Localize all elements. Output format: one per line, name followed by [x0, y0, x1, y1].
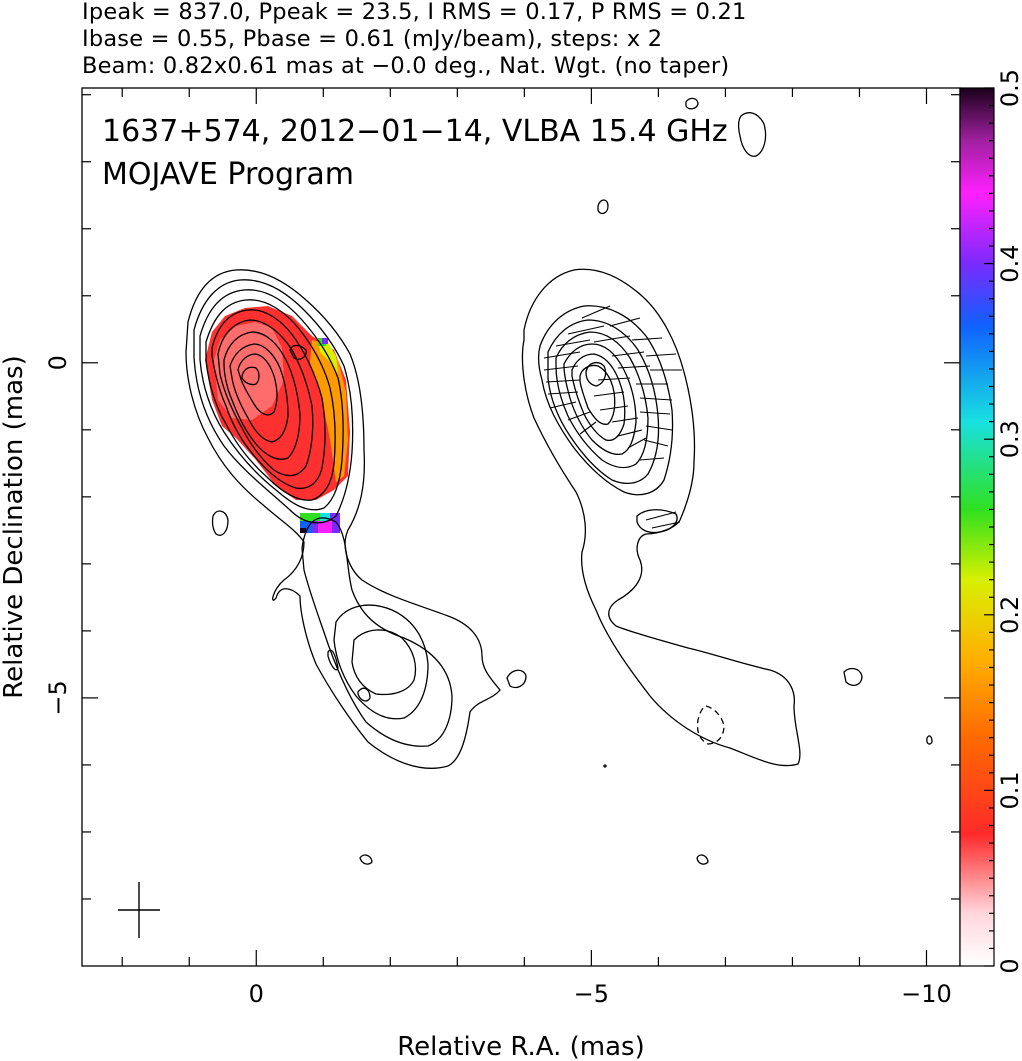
- plot-subtitle: MOJAVE Program: [102, 157, 354, 192]
- colorbar-tick-label: 0: [996, 958, 1022, 973]
- header-line-2: Ibase = 0.55, Pbase = 0.61 (mJy/beam), s…: [82, 26, 663, 52]
- y-tick-label: 0: [44, 355, 72, 370]
- x-tick-label: −5: [574, 980, 609, 1008]
- colorbar-tick-label: 0.4: [996, 245, 1022, 283]
- colorbar: [959, 87, 995, 967]
- y-axis-label: Relative Declination (mas): [0, 355, 29, 698]
- colorbar-tick-label: 0.1: [996, 771, 1022, 809]
- x-axis-label: Relative R.A. (mas): [397, 1032, 644, 1061]
- header-line-1: Ipeak = 837.0, Ppeak = 23.5, I RMS = 0.1…: [82, 0, 747, 25]
- plot-title: 1637+574, 2012−01−14, VLBA 15.4 GHz: [102, 114, 728, 149]
- colorbar-tick-label: 0.3: [996, 420, 1022, 458]
- x-tick-label: 0: [249, 980, 264, 1008]
- colorbar-tick-label: 0.5: [996, 69, 1022, 107]
- beam-cross: [118, 882, 160, 938]
- header-line-3: Beam: 0.82x0.61 mas at −0.0 deg., Nat. W…: [82, 53, 730, 79]
- x-tick-label: −10: [901, 980, 952, 1008]
- contours-left-panel: [185, 269, 527, 865]
- evpa-sticks: [543, 305, 682, 529]
- y-tick-label: −5: [44, 680, 72, 715]
- colorbar-tick-label: 0.2: [996, 596, 1022, 634]
- contours-right-panel: [521, 97, 933, 865]
